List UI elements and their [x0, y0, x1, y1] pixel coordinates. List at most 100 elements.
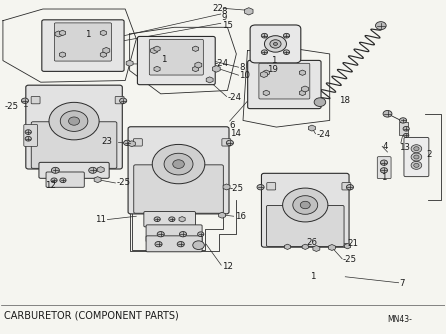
Circle shape — [21, 98, 29, 104]
Polygon shape — [344, 243, 351, 249]
Bar — [399, 122, 408, 135]
Text: 2: 2 — [427, 150, 432, 159]
FancyBboxPatch shape — [248, 60, 321, 109]
Polygon shape — [59, 52, 66, 57]
Circle shape — [383, 111, 392, 117]
FancyBboxPatch shape — [146, 225, 202, 242]
FancyBboxPatch shape — [259, 63, 310, 99]
FancyBboxPatch shape — [222, 139, 231, 146]
Polygon shape — [301, 86, 309, 92]
Text: 18: 18 — [339, 96, 351, 105]
Text: -24: -24 — [215, 59, 229, 68]
Circle shape — [411, 153, 422, 161]
Text: 14: 14 — [230, 129, 241, 138]
Circle shape — [273, 42, 277, 45]
Circle shape — [380, 168, 388, 173]
Polygon shape — [313, 245, 320, 252]
Circle shape — [25, 130, 31, 134]
Circle shape — [60, 178, 66, 183]
Circle shape — [69, 117, 79, 125]
Circle shape — [120, 98, 127, 104]
Polygon shape — [195, 62, 202, 68]
Circle shape — [124, 140, 131, 146]
Text: 7: 7 — [400, 279, 405, 288]
Circle shape — [300, 201, 310, 209]
Polygon shape — [100, 30, 107, 36]
Polygon shape — [193, 46, 198, 51]
Text: 13: 13 — [399, 143, 409, 152]
Circle shape — [152, 144, 205, 184]
Text: 26: 26 — [306, 238, 318, 247]
Text: 1: 1 — [161, 55, 166, 64]
Text: 8: 8 — [222, 7, 227, 16]
FancyBboxPatch shape — [46, 172, 84, 187]
Circle shape — [257, 184, 264, 190]
Circle shape — [261, 33, 268, 38]
FancyBboxPatch shape — [31, 122, 117, 168]
Circle shape — [51, 167, 59, 173]
Circle shape — [60, 111, 88, 131]
FancyBboxPatch shape — [377, 157, 391, 179]
Circle shape — [164, 153, 193, 175]
Text: 1: 1 — [271, 56, 276, 65]
Text: 12: 12 — [45, 181, 56, 190]
Polygon shape — [154, 46, 160, 51]
Text: -25: -25 — [343, 255, 357, 264]
FancyBboxPatch shape — [133, 139, 142, 146]
Circle shape — [314, 98, 326, 107]
Polygon shape — [94, 177, 101, 183]
Circle shape — [411, 161, 422, 169]
Circle shape — [177, 241, 184, 247]
Circle shape — [169, 217, 175, 221]
Polygon shape — [299, 70, 306, 75]
Polygon shape — [103, 47, 110, 53]
Text: -24: -24 — [316, 130, 330, 139]
Text: CARBURETOR (COMPONENT PARTS): CARBURETOR (COMPONENT PARTS) — [4, 310, 179, 320]
Polygon shape — [299, 90, 306, 96]
Polygon shape — [97, 167, 104, 173]
Polygon shape — [59, 30, 66, 36]
FancyBboxPatch shape — [404, 137, 429, 177]
Circle shape — [380, 160, 388, 165]
Circle shape — [173, 160, 184, 168]
Polygon shape — [151, 47, 157, 53]
Polygon shape — [55, 31, 62, 37]
Text: 12: 12 — [222, 262, 233, 271]
Text: 22: 22 — [212, 4, 223, 13]
Polygon shape — [126, 60, 133, 66]
FancyBboxPatch shape — [31, 97, 40, 104]
Polygon shape — [206, 77, 213, 83]
Text: -25: -25 — [116, 178, 130, 187]
FancyBboxPatch shape — [149, 39, 203, 75]
Text: -25: -25 — [4, 102, 18, 111]
FancyBboxPatch shape — [39, 162, 109, 178]
Text: 16: 16 — [235, 212, 246, 221]
FancyBboxPatch shape — [137, 36, 215, 85]
Text: 21: 21 — [347, 239, 359, 248]
FancyBboxPatch shape — [128, 127, 229, 214]
Circle shape — [283, 50, 289, 54]
Polygon shape — [100, 52, 107, 57]
Text: 9: 9 — [222, 13, 227, 22]
Circle shape — [283, 33, 289, 38]
FancyBboxPatch shape — [342, 183, 351, 190]
Text: 8: 8 — [240, 63, 245, 72]
Circle shape — [347, 184, 354, 190]
Text: 23: 23 — [102, 137, 113, 146]
Circle shape — [154, 217, 160, 221]
Polygon shape — [193, 66, 198, 72]
FancyBboxPatch shape — [134, 165, 223, 213]
Polygon shape — [285, 244, 290, 249]
Polygon shape — [302, 244, 308, 249]
Text: MN43-: MN43- — [388, 315, 413, 324]
Circle shape — [193, 241, 204, 249]
Circle shape — [403, 127, 409, 131]
Circle shape — [414, 155, 419, 159]
Polygon shape — [219, 212, 226, 218]
Text: 1: 1 — [381, 173, 386, 182]
Polygon shape — [263, 90, 269, 96]
Circle shape — [293, 196, 318, 214]
Circle shape — [51, 178, 57, 183]
Circle shape — [414, 163, 419, 167]
Circle shape — [404, 133, 409, 137]
